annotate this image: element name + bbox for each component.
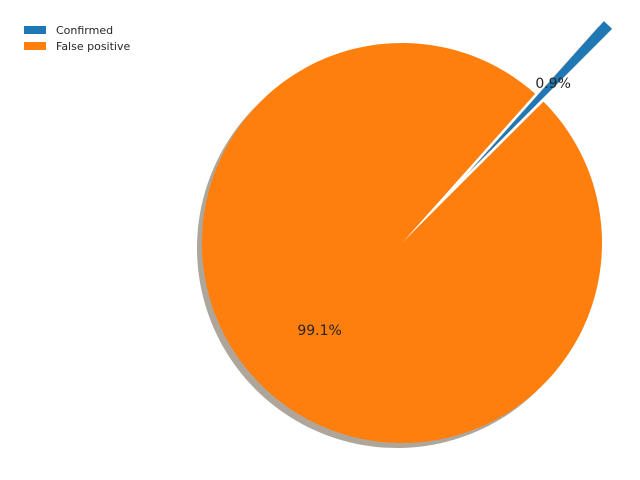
legend-label-confirmed: Confirmed xyxy=(56,23,114,37)
legend-item-false-positive: False positive xyxy=(24,38,130,54)
slice-false-positive-label: 99.1% xyxy=(297,323,341,339)
pie-labels: 0.9% 99.1% xyxy=(297,76,571,339)
slice-false-positive xyxy=(202,43,603,444)
legend-item-confirmed: Confirmed xyxy=(24,22,130,38)
legend: Confirmed False positive xyxy=(24,22,130,54)
legend-swatch-false-positive xyxy=(24,42,46,50)
legend-swatch-confirmed xyxy=(24,26,46,34)
pie-slices xyxy=(202,21,613,444)
slice-confirmed xyxy=(470,21,613,171)
slice-confirmed-label: 0.9% xyxy=(535,76,571,92)
legend-label-false-positive: False positive xyxy=(56,39,131,53)
